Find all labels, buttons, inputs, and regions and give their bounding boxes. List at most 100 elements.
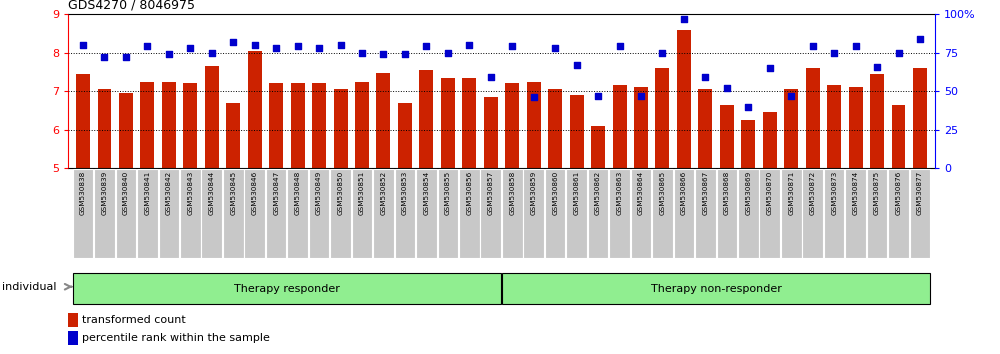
Point: [354, 50, 370, 56]
Point: [182, 45, 198, 51]
Bar: [695, 169, 716, 257]
Bar: [94, 169, 115, 257]
Text: GSM530876: GSM530876: [896, 171, 902, 215]
Bar: [720, 105, 734, 354]
Text: GSM530849: GSM530849: [316, 171, 322, 215]
Text: GSM530874: GSM530874: [853, 171, 859, 215]
Text: GDS4270 / 8046975: GDS4270 / 8046975: [68, 0, 195, 12]
Text: GSM530860: GSM530860: [552, 171, 558, 215]
Bar: [717, 169, 737, 257]
Point: [204, 50, 220, 56]
Text: GSM530862: GSM530862: [595, 171, 601, 215]
Bar: [183, 84, 197, 354]
Bar: [355, 81, 369, 354]
Text: GSM530850: GSM530850: [338, 171, 344, 215]
Text: GSM530842: GSM530842: [166, 171, 172, 215]
Point: [418, 44, 434, 49]
Text: GSM530861: GSM530861: [574, 171, 580, 215]
Point: [440, 50, 456, 56]
Bar: [759, 169, 780, 257]
Text: GSM530838: GSM530838: [80, 171, 86, 215]
Text: Therapy responder: Therapy responder: [234, 284, 340, 293]
Point: [891, 50, 907, 56]
Bar: [655, 68, 669, 354]
Bar: [334, 89, 348, 354]
Bar: [591, 126, 605, 354]
Bar: [781, 169, 802, 257]
Bar: [784, 89, 798, 354]
Bar: [419, 70, 433, 354]
Point: [290, 44, 306, 49]
Point: [526, 95, 542, 100]
Point: [676, 16, 692, 22]
Text: GSM530851: GSM530851: [359, 171, 365, 215]
Point: [762, 65, 778, 71]
Text: GSM530855: GSM530855: [445, 171, 451, 215]
Text: GSM530847: GSM530847: [273, 171, 279, 215]
Text: GSM530871: GSM530871: [788, 171, 794, 215]
Bar: [827, 85, 841, 354]
Bar: [527, 81, 541, 354]
Bar: [849, 87, 863, 354]
Bar: [548, 89, 562, 354]
Bar: [116, 169, 136, 257]
Text: GSM530853: GSM530853: [402, 171, 408, 215]
Point: [311, 45, 327, 51]
Bar: [76, 74, 90, 354]
Text: GSM530872: GSM530872: [810, 171, 816, 215]
Bar: [266, 169, 286, 257]
Text: GSM530877: GSM530877: [917, 171, 923, 215]
Point: [697, 74, 713, 80]
Text: GSM530870: GSM530870: [767, 171, 773, 215]
Point: [161, 51, 177, 57]
Bar: [137, 169, 158, 257]
Bar: [395, 169, 415, 257]
Point: [375, 51, 391, 57]
Bar: [68, 331, 78, 345]
Bar: [416, 169, 437, 257]
Text: GSM530869: GSM530869: [745, 171, 751, 215]
Bar: [309, 169, 329, 257]
Point: [461, 42, 477, 48]
Point: [869, 64, 885, 69]
Bar: [845, 169, 866, 257]
Point: [912, 36, 928, 42]
Bar: [480, 169, 501, 257]
Bar: [741, 120, 755, 354]
Bar: [806, 68, 820, 354]
Bar: [248, 51, 262, 354]
Point: [504, 44, 520, 49]
Text: GSM530867: GSM530867: [702, 171, 708, 215]
Point: [247, 42, 263, 48]
Point: [118, 55, 134, 60]
Point: [719, 85, 735, 91]
Text: GSM530875: GSM530875: [874, 171, 880, 215]
Text: GSM530859: GSM530859: [531, 171, 537, 215]
Bar: [892, 105, 905, 354]
Bar: [570, 95, 584, 354]
Bar: [888, 169, 909, 257]
Bar: [609, 169, 630, 257]
Bar: [631, 169, 651, 257]
Bar: [376, 73, 390, 354]
Bar: [484, 97, 498, 354]
Text: GSM530852: GSM530852: [380, 171, 386, 215]
Point: [612, 44, 628, 49]
Bar: [738, 169, 759, 257]
Text: GSM530844: GSM530844: [209, 171, 215, 215]
Text: individual: individual: [2, 282, 56, 292]
Bar: [269, 84, 283, 354]
Bar: [330, 169, 351, 257]
Bar: [698, 89, 712, 354]
Bar: [291, 84, 305, 354]
Text: GSM530841: GSM530841: [144, 171, 150, 215]
Bar: [201, 169, 222, 257]
Bar: [505, 84, 519, 354]
Bar: [502, 273, 930, 304]
Bar: [824, 169, 844, 257]
Bar: [613, 85, 627, 354]
Bar: [398, 103, 412, 354]
Bar: [867, 169, 887, 257]
Bar: [677, 30, 691, 354]
Bar: [870, 74, 884, 354]
